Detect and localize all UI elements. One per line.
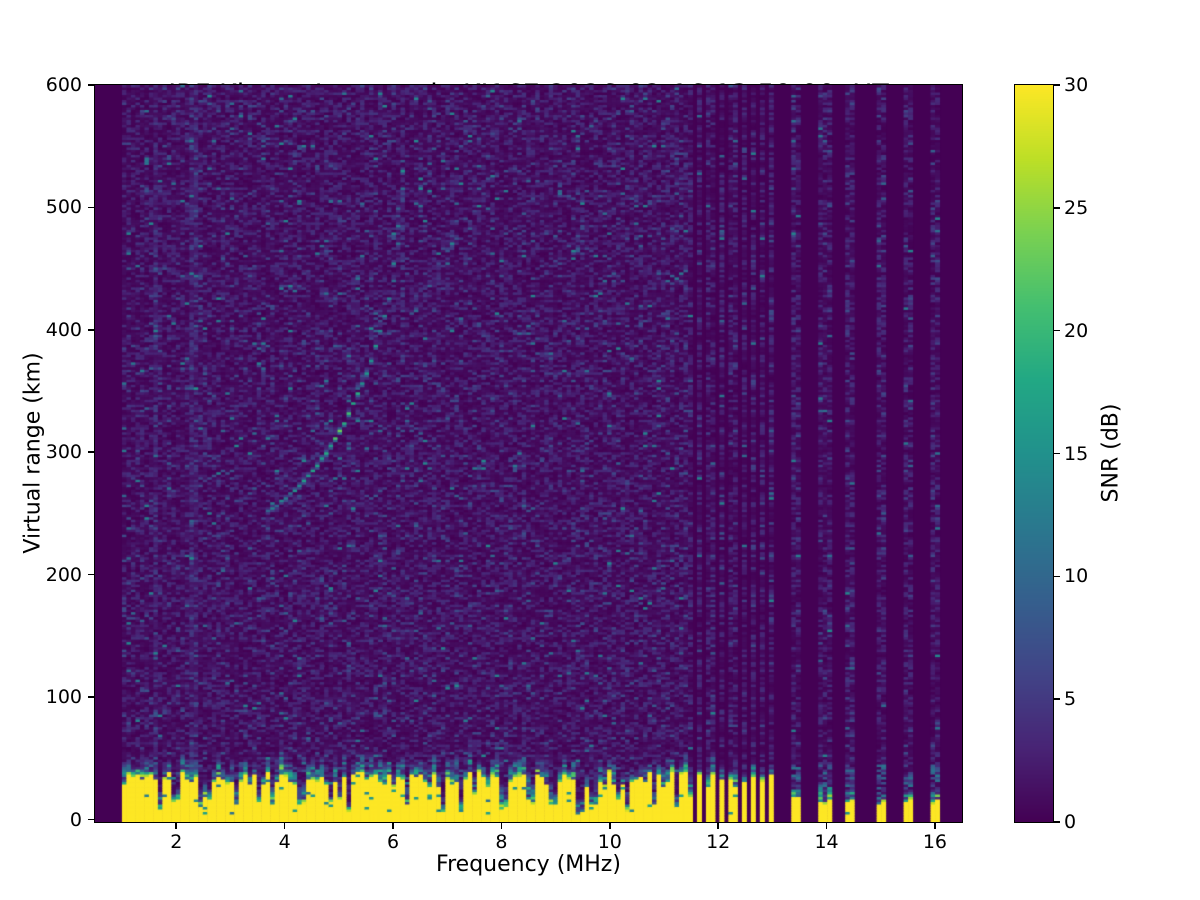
- x-tick-mark: [500, 823, 503, 829]
- x-tick-mark: [608, 823, 611, 829]
- y-tick-mark: [88, 573, 94, 576]
- colorbar-tick-label: 10: [1064, 565, 1089, 588]
- y-tick-label: 0: [69, 808, 82, 831]
- colorbar-tick-mark: [1054, 329, 1060, 332]
- colorbar: [1014, 84, 1054, 823]
- x-tick-mark: [175, 823, 178, 829]
- x-tick-mark: [283, 823, 286, 829]
- y-tick-label: 200: [45, 563, 82, 586]
- x-tick-label: 10: [597, 831, 622, 853]
- colorbar-label: SNR (dB): [1098, 403, 1124, 503]
- x-tick-label: 6: [386, 831, 400, 853]
- y-tick-label: 500: [45, 196, 82, 219]
- colorbar-tick-label: 30: [1064, 74, 1089, 96]
- colorbar-tick-mark: [1054, 84, 1060, 86]
- y-tick-mark: [88, 696, 94, 698]
- colorbar-tick-mark: [1054, 452, 1060, 455]
- colorbar-tick-mark: [1054, 575, 1060, 578]
- y-tick-mark: [88, 818, 94, 821]
- y-tick-mark: [88, 84, 94, 86]
- x-tick-label: 2: [170, 831, 183, 853]
- x-tick-mark: [392, 823, 394, 829]
- colorbar-tick-label: 15: [1064, 442, 1089, 465]
- y-tick-label: 100: [45, 686, 82, 709]
- y-tick-mark: [88, 206, 94, 209]
- y-tick-mark: [88, 329, 94, 331]
- x-tick-mark: [934, 823, 936, 829]
- x-axis-label: Frequency (MHz): [436, 852, 621, 877]
- colorbar-tick-mark: [1054, 821, 1060, 823]
- colorbar-tick-mark: [1054, 207, 1060, 209]
- y-tick-label: 300: [45, 441, 82, 464]
- x-tick-mark: [825, 823, 828, 829]
- x-tick-label: 4: [278, 831, 291, 853]
- ionogram-plot-area: [94, 84, 963, 823]
- x-tick-label: 8: [495, 831, 508, 853]
- x-tick-label: 14: [814, 831, 839, 853]
- x-tick-mark: [717, 823, 719, 829]
- y-tick-label: 600: [45, 74, 82, 96]
- y-tick-label: 400: [45, 318, 82, 341]
- colorbar-tick-label: 0: [1064, 811, 1077, 833]
- colorbar-tick-mark: [1054, 698, 1060, 700]
- colorbar-tick-label: 5: [1064, 688, 1077, 711]
- colorbar-tick-label: 20: [1064, 319, 1089, 342]
- x-tick-label: 16: [922, 831, 947, 853]
- colorbar-gradient-canvas: [1015, 85, 1053, 822]
- colorbar-tick-label: 25: [1064, 196, 1089, 219]
- x-tick-label: 12: [706, 831, 731, 853]
- y-tick-mark: [88, 451, 94, 454]
- ionogram-heatmap-canvas: [95, 85, 962, 822]
